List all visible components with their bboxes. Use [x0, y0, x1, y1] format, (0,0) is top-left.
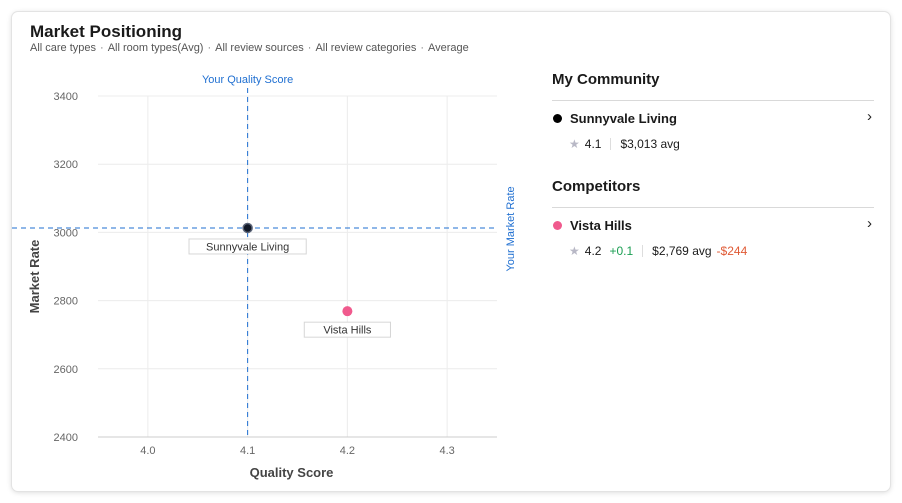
- x-tick-label: 4.2: [340, 445, 355, 457]
- y-tick-label: 2400: [54, 432, 78, 444]
- point-label-text: Sunnyvale Living: [206, 241, 289, 253]
- competitor-point: [342, 306, 353, 317]
- competitor-rating: 4.2: [584, 244, 602, 258]
- star-icon: ★: [569, 244, 580, 258]
- filter-separator: ·: [207, 42, 212, 54]
- page-title: Market Positioning: [30, 22, 183, 41]
- my-community-item[interactable]: Sunnyvale Living › ★ 4.1 $3,013 avg: [552, 101, 874, 169]
- y-tick-label: 3000: [54, 227, 78, 239]
- competitor-dot-icon: [553, 220, 562, 230]
- point-label-box: [303, 321, 391, 338]
- community-name: Sunnyvale Living: [570, 110, 677, 126]
- filter-review-sources: All review sources: [215, 42, 304, 54]
- filter-room-types: All room types(Avg): [107, 42, 204, 54]
- point-label: Vista Hills: [303, 321, 391, 338]
- scatter-chart: 2400 2600 2800 3000 3200 3400 4.0 4.1 4.2 4.3 Qual…: [12, 74, 517, 480]
- y-axis-title: Market Rate: [27, 240, 42, 314]
- filter-separator: ·: [100, 42, 104, 54]
- divider: [610, 138, 612, 150]
- y-tick-label: 2800: [54, 296, 78, 308]
- community-price: $3,013 avg: [620, 137, 680, 151]
- competitor-item[interactable]: Vista Hills › ★ 4.2 +0.1 $2,769 avg -$24…: [552, 208, 874, 276]
- y-tick-label: 3400: [54, 91, 78, 103]
- x-axis-title: Quality Score: [250, 465, 334, 480]
- my-community-heading: My Community: [552, 71, 660, 88]
- quality-score-reference-label: Your Quality Score: [202, 74, 293, 86]
- filter-review-categories: All review categories: [315, 42, 417, 54]
- community-rating: 4.1: [584, 137, 602, 151]
- competitor-rating-diff: +0.1: [609, 244, 634, 258]
- y-tick-label: 2600: [54, 364, 78, 376]
- point-label: Sunnyvale Living: [188, 238, 307, 255]
- filter-separator: ·: [420, 42, 425, 54]
- y-tick-label: 3200: [54, 159, 78, 171]
- filter-separator: ·: [307, 42, 312, 54]
- market-rate-reference-label: Your Market Rate: [505, 186, 517, 271]
- divider: [552, 207, 874, 208]
- point-label-box: [188, 238, 307, 255]
- point-label-text: Vista Hills: [323, 325, 372, 337]
- community-dot-icon: [553, 113, 562, 123]
- x-tick-label: 4.0: [140, 445, 155, 457]
- chevron-right-icon[interactable]: ›: [867, 215, 872, 232]
- competitor-price: $2,769 avg: [652, 244, 712, 258]
- star-icon: ★: [569, 137, 580, 151]
- divider: [552, 100, 874, 101]
- x-tick-label: 4.3: [439, 445, 454, 457]
- competitor-name: Vista Hills: [570, 217, 632, 233]
- x-tick-label: 4.1: [240, 445, 255, 457]
- competitor-price-diff: -$244: [716, 244, 748, 258]
- divider: [642, 245, 644, 257]
- filter-care-types: All care types: [30, 42, 97, 54]
- competitors-heading: Competitors: [552, 178, 641, 195]
- chevron-right-icon[interactable]: ›: [867, 108, 872, 125]
- my-community-point: [242, 222, 253, 234]
- filter-summary: All care types · All room types(Avg) · All r…: [30, 42, 469, 54]
- community-sidebar: My Community Sunnyvale Living › ★ 4.1 $3…: [552, 70, 874, 276]
- market-positioning-card: Market Positioning All care types · All ro…: [12, 12, 890, 491]
- filter-aggregation: Average: [428, 42, 469, 54]
